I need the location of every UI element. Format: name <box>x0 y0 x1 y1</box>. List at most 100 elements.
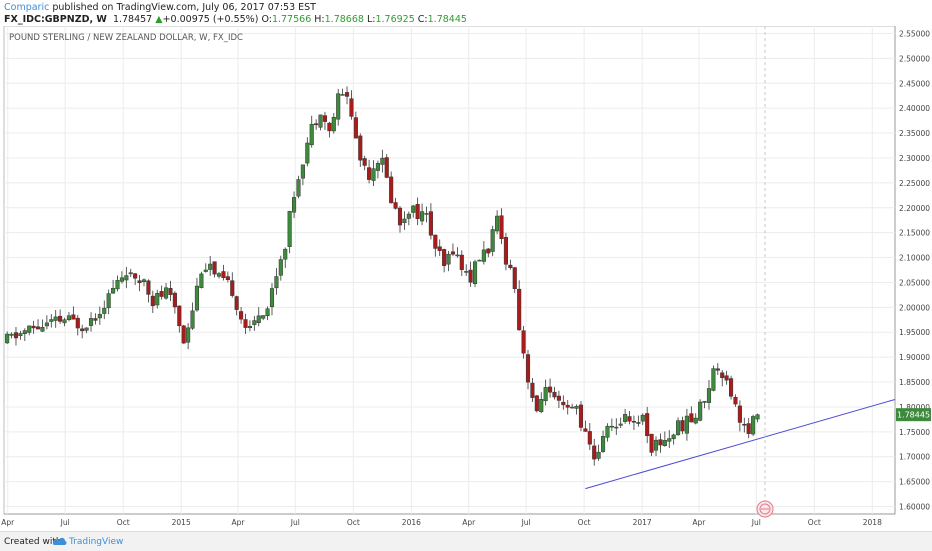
candle-body <box>93 318 98 321</box>
candle-body <box>477 259 482 262</box>
candle-body <box>534 395 539 412</box>
candle-body <box>548 386 553 393</box>
candle-body <box>742 423 747 426</box>
candle-body <box>733 397 738 405</box>
candle-body <box>269 288 275 308</box>
candle-body <box>676 420 681 436</box>
candle-body <box>221 271 226 278</box>
price-tick-label: 2.50000 <box>899 54 930 63</box>
chart-header: Comparic published on TradingView.com, J… <box>0 0 932 26</box>
candle-body <box>720 372 725 379</box>
candle-body <box>274 276 279 289</box>
time-tick-label: Oct <box>117 518 130 527</box>
candle-body <box>49 319 54 322</box>
candle-body <box>177 305 182 327</box>
candle-body <box>565 404 570 408</box>
candle-body <box>552 391 557 398</box>
price-tick-label: 2.30000 <box>899 154 930 163</box>
price-tick-label: 2.45000 <box>899 79 930 88</box>
candle-body <box>133 273 138 279</box>
price-tick-label: 2.20000 <box>899 204 930 213</box>
price-tick-label: 1.80000 <box>899 403 930 412</box>
candle-body <box>380 157 385 165</box>
high-value: 1.78668 <box>324 14 364 25</box>
time-tick-label: Oct <box>808 518 821 527</box>
candle-body <box>508 264 513 268</box>
candle-body <box>609 425 614 428</box>
low-value: 1.76925 <box>375 14 415 25</box>
candle-body <box>265 308 270 317</box>
candle-body <box>256 315 261 323</box>
candle-body <box>411 205 416 213</box>
price-tick-label: 2.15000 <box>899 229 930 238</box>
candle-body <box>530 382 535 398</box>
candle-body <box>234 296 239 310</box>
candle-body <box>44 322 49 327</box>
tradingview-link[interactable]: TradingView <box>69 537 124 547</box>
candle-body <box>490 229 495 252</box>
candle-body <box>314 123 319 126</box>
candle-body <box>128 272 133 275</box>
candle-body <box>71 314 76 320</box>
candle-body <box>349 98 354 117</box>
candle-body <box>671 434 676 440</box>
price-axis: 1.60000 1.65000 1.70000 1.75000 1.80000 1.850… <box>899 29 930 511</box>
candle-body <box>146 280 151 295</box>
candle-body <box>278 259 283 276</box>
time-tick-label: Jul <box>521 518 531 527</box>
price-chart[interactable]: 1.60000 1.65000 1.70000 1.75000 1.80000 1.850… <box>0 26 932 531</box>
candle-body <box>181 325 186 344</box>
candle-body <box>706 388 712 403</box>
candle-body <box>605 425 610 438</box>
candle-body <box>340 94 345 96</box>
candle-body <box>574 405 579 409</box>
candle-body <box>653 439 659 451</box>
candle-body <box>216 273 222 277</box>
candle-body <box>155 293 160 306</box>
candle-body <box>658 439 663 446</box>
candle-body <box>203 269 208 272</box>
candle-body <box>623 414 628 422</box>
candle-body <box>583 428 588 432</box>
author-link[interactable]: Comparic <box>4 2 50 13</box>
candle-body <box>521 330 526 354</box>
candle-body <box>578 404 584 428</box>
candle-body <box>525 354 531 383</box>
price-tick-label: 1.95000 <box>899 328 930 337</box>
candle-body <box>212 261 217 275</box>
time-tick-label: Oct <box>347 518 360 527</box>
ohlc-line: FX_IDC:GBPNZD, W 1.78457 ▲+0.00975 (+0.5… <box>4 14 467 25</box>
close-label: C: <box>417 14 428 25</box>
candle-body <box>393 202 398 209</box>
candle-body <box>424 213 429 215</box>
candle-body <box>322 115 328 122</box>
candle-body <box>539 399 544 412</box>
change-arrow-icon: ▲ <box>155 14 163 25</box>
candle-body <box>729 378 734 397</box>
time-tick-label: Apr <box>1 518 15 527</box>
candle-body <box>168 288 173 295</box>
candle-body <box>755 414 760 420</box>
candles <box>5 86 760 466</box>
candle-body <box>252 320 257 325</box>
events-icon[interactable] <box>756 500 774 518</box>
time-tick-label: Jul <box>751 518 761 527</box>
candle-body <box>318 114 323 128</box>
candle-body <box>702 400 707 403</box>
candle-body <box>667 438 672 442</box>
candle-body <box>353 117 358 139</box>
price-tick-label: 1.75000 <box>899 428 930 437</box>
trendline[interactable] <box>585 398 896 490</box>
grid <box>4 26 895 514</box>
candle-body <box>88 318 94 326</box>
candle-body <box>570 406 575 409</box>
candle-body <box>693 417 698 424</box>
last-price: 1.78457 <box>112 14 153 25</box>
price-tick-label: 2.25000 <box>899 179 930 188</box>
price-tick-label: 1.90000 <box>899 353 930 362</box>
time-tick-label: Apr <box>462 518 476 527</box>
candle-body <box>199 273 204 288</box>
candle-body <box>119 277 124 282</box>
change-value: +0.00975 (+0.55%) <box>162 14 259 25</box>
low-label: L: <box>366 14 376 25</box>
